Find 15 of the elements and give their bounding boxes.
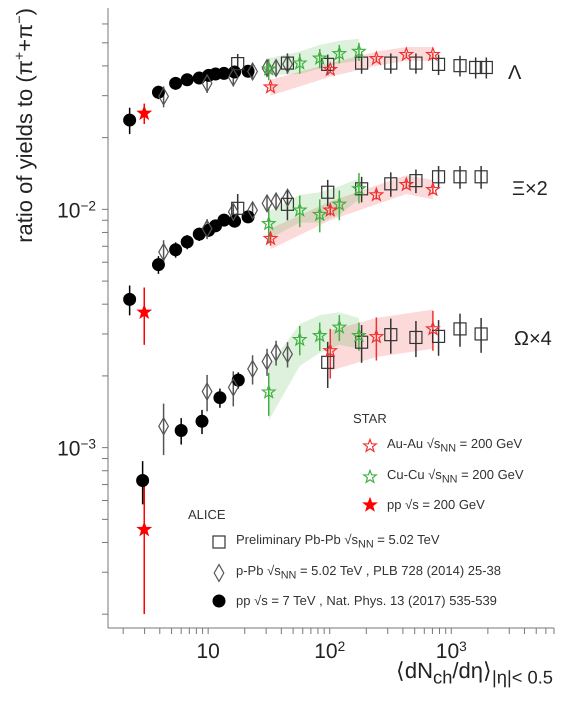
annotation: ALICE: [188, 507, 226, 522]
x-tick-label: 10$^{2}$: [314, 638, 346, 663]
annotation: STAR: [353, 410, 388, 428]
y-tick-label: 10$^{−2}$: [57, 198, 96, 222]
legend-label: pp √s = 7 TeV , Nat. Phys. 13 (2017) 535-539: [236, 592, 497, 610]
y-tick-label: 10$^{−3}$: [57, 436, 96, 461]
legend-label: Au-Au √s$_{NN}$ = 200 GeV: [387, 435, 522, 457]
annotation: Ω×4: [514, 328, 552, 351]
annotation: Λ: [508, 62, 522, 85]
legend-label: Cu-Cu √s$_{NN}$ = 200 GeV: [387, 466, 524, 488]
x-tick-label: 10: [196, 640, 220, 663]
legend-label: p-Pb √s$_{NN}$ = 5.02 TeV , PLB 728 (2014) 25-38: [236, 562, 502, 584]
legend-label: Preliminary Pb-Pb √s$_{NN}$ = 5.02 TeV: [236, 531, 440, 553]
legend-label: pp √s = 200 GeV: [387, 496, 485, 514]
annotation: Ξ×2: [512, 178, 548, 201]
